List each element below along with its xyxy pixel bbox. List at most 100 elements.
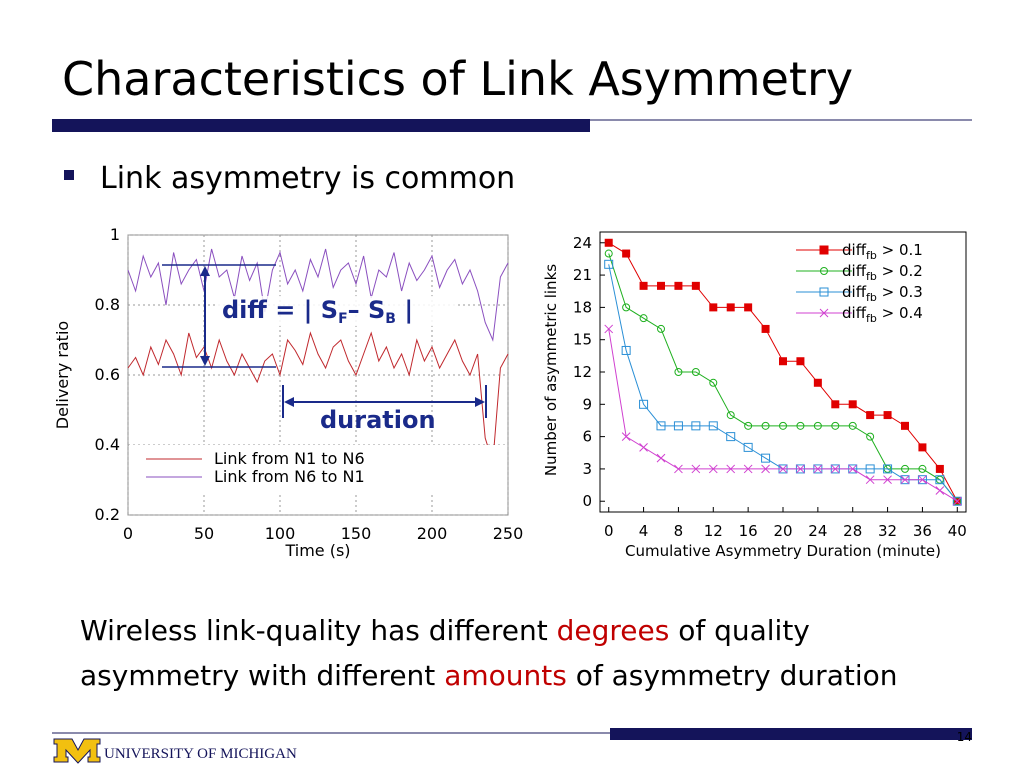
- point: [743, 464, 753, 474]
- legend-label-sub: fb: [866, 291, 877, 304]
- point: [865, 475, 875, 485]
- annotation: duration: [320, 406, 436, 434]
- point: [883, 475, 892, 485]
- point: [674, 281, 683, 290]
- point: [709, 378, 718, 387]
- legend-label: Link from N6 to N1: [214, 467, 365, 486]
- point: [935, 486, 945, 495]
- point: [691, 368, 700, 376]
- point: [761, 421, 770, 430]
- point: [673, 421, 683, 431]
- annotation-span: |: [396, 296, 413, 324]
- point: [656, 421, 666, 431]
- chart: 0.2 0.4 0.6 0.8 1 0 50 100 150 200 250 Time (s) Deli…: [53, 225, 523, 560]
- y-tick-label: 18: [573, 298, 592, 316]
- body-span: of asymmetry duration: [567, 659, 898, 692]
- arrow-head: [200, 356, 210, 366]
- y-tick-label: 24: [573, 234, 592, 252]
- legend-marker: [819, 245, 829, 255]
- point: [813, 378, 822, 387]
- point: [796, 464, 805, 474]
- point: [866, 411, 875, 420]
- y-tick-label: 0.2: [95, 505, 120, 524]
- point: [883, 464, 893, 474]
- x-tick-label: 28: [843, 522, 862, 540]
- x-tick-label: 20: [773, 522, 792, 540]
- arrow-head: [200, 266, 210, 276]
- highlight-word: degrees: [557, 614, 670, 647]
- point: [918, 475, 927, 485]
- point: [952, 496, 962, 506]
- page-number: 14: [957, 730, 972, 744]
- point: [622, 249, 631, 258]
- point: [900, 475, 910, 485]
- x-tick-label: 200: [417, 524, 448, 543]
- y-tick-label: 9: [582, 395, 592, 413]
- x-tick-label: 0: [604, 522, 614, 540]
- annotation: diff = | SF– SB |: [222, 296, 413, 327]
- x-tick-label: 40: [948, 522, 967, 540]
- point: [883, 411, 892, 420]
- annotation-bg: [218, 296, 458, 326]
- point: [708, 464, 718, 474]
- point: [656, 453, 666, 463]
- point: [935, 464, 944, 473]
- y-tick-label: 1: [110, 225, 120, 244]
- arrow-head: [475, 397, 485, 407]
- legend-label-sub: fb: [866, 312, 877, 325]
- y-tick-label: 0.8: [95, 295, 120, 314]
- bullet-text: Link asymmetry is common: [100, 161, 515, 196]
- annotation-sub: B: [385, 311, 396, 327]
- point: [865, 464, 875, 474]
- legend-marker: [819, 308, 829, 318]
- x-tick-label: 8: [674, 522, 684, 540]
- point: [621, 432, 631, 441]
- bullet-marker: [64, 170, 74, 180]
- x-tick-label: 12: [704, 522, 723, 540]
- arrow-head: [284, 397, 294, 407]
- logo-mark: [53, 738, 101, 764]
- x-axis-title: Cumulative Asymmetry Duration (minute): [625, 542, 941, 560]
- point: [796, 421, 805, 430]
- point: [639, 443, 648, 452]
- x-tick-label: 24: [808, 522, 827, 540]
- point: [918, 443, 927, 452]
- point: [744, 421, 753, 430]
- point: [726, 432, 736, 442]
- point: [848, 464, 858, 474]
- point: [726, 303, 735, 312]
- body-span: of quality: [669, 614, 810, 647]
- y-tick-label: 12: [573, 363, 592, 381]
- point: [813, 421, 822, 430]
- legend-label-main: diff: [842, 241, 867, 259]
- point: [761, 453, 771, 463]
- legend-label: Link from N1 to N6: [214, 449, 365, 468]
- point: [830, 464, 840, 474]
- point: [726, 411, 735, 420]
- point: [621, 345, 631, 355]
- y-axis-title: Number of asymmetric links: [542, 264, 560, 476]
- body-span: asymmetry with different: [80, 659, 444, 692]
- body-line: Wireless link-quality has different degr…: [80, 614, 810, 647]
- point: [831, 400, 840, 409]
- slide-title: Characteristics of Link Asymmetry: [62, 52, 853, 106]
- point: [778, 464, 788, 474]
- point: [761, 324, 770, 333]
- x-tick-label: 250: [493, 524, 524, 543]
- x-tick-label: 36: [913, 522, 932, 540]
- x-tick-label: 0: [123, 524, 133, 543]
- point: [779, 421, 787, 430]
- point: [691, 421, 701, 431]
- legend-label-main: diff: [842, 304, 867, 322]
- point: [952, 496, 962, 506]
- point: [744, 303, 753, 312]
- point: [726, 464, 736, 474]
- x-tick-label: 4: [639, 522, 649, 540]
- legend-label: difffb > 0.2: [842, 262, 923, 283]
- annotation-span: diff = | S: [222, 296, 338, 324]
- annotation-span: duration: [320, 406, 436, 434]
- annotation-sub: F: [338, 311, 348, 327]
- x-tick-label: 100: [265, 524, 296, 543]
- y-tick-label: 0.6: [95, 365, 120, 384]
